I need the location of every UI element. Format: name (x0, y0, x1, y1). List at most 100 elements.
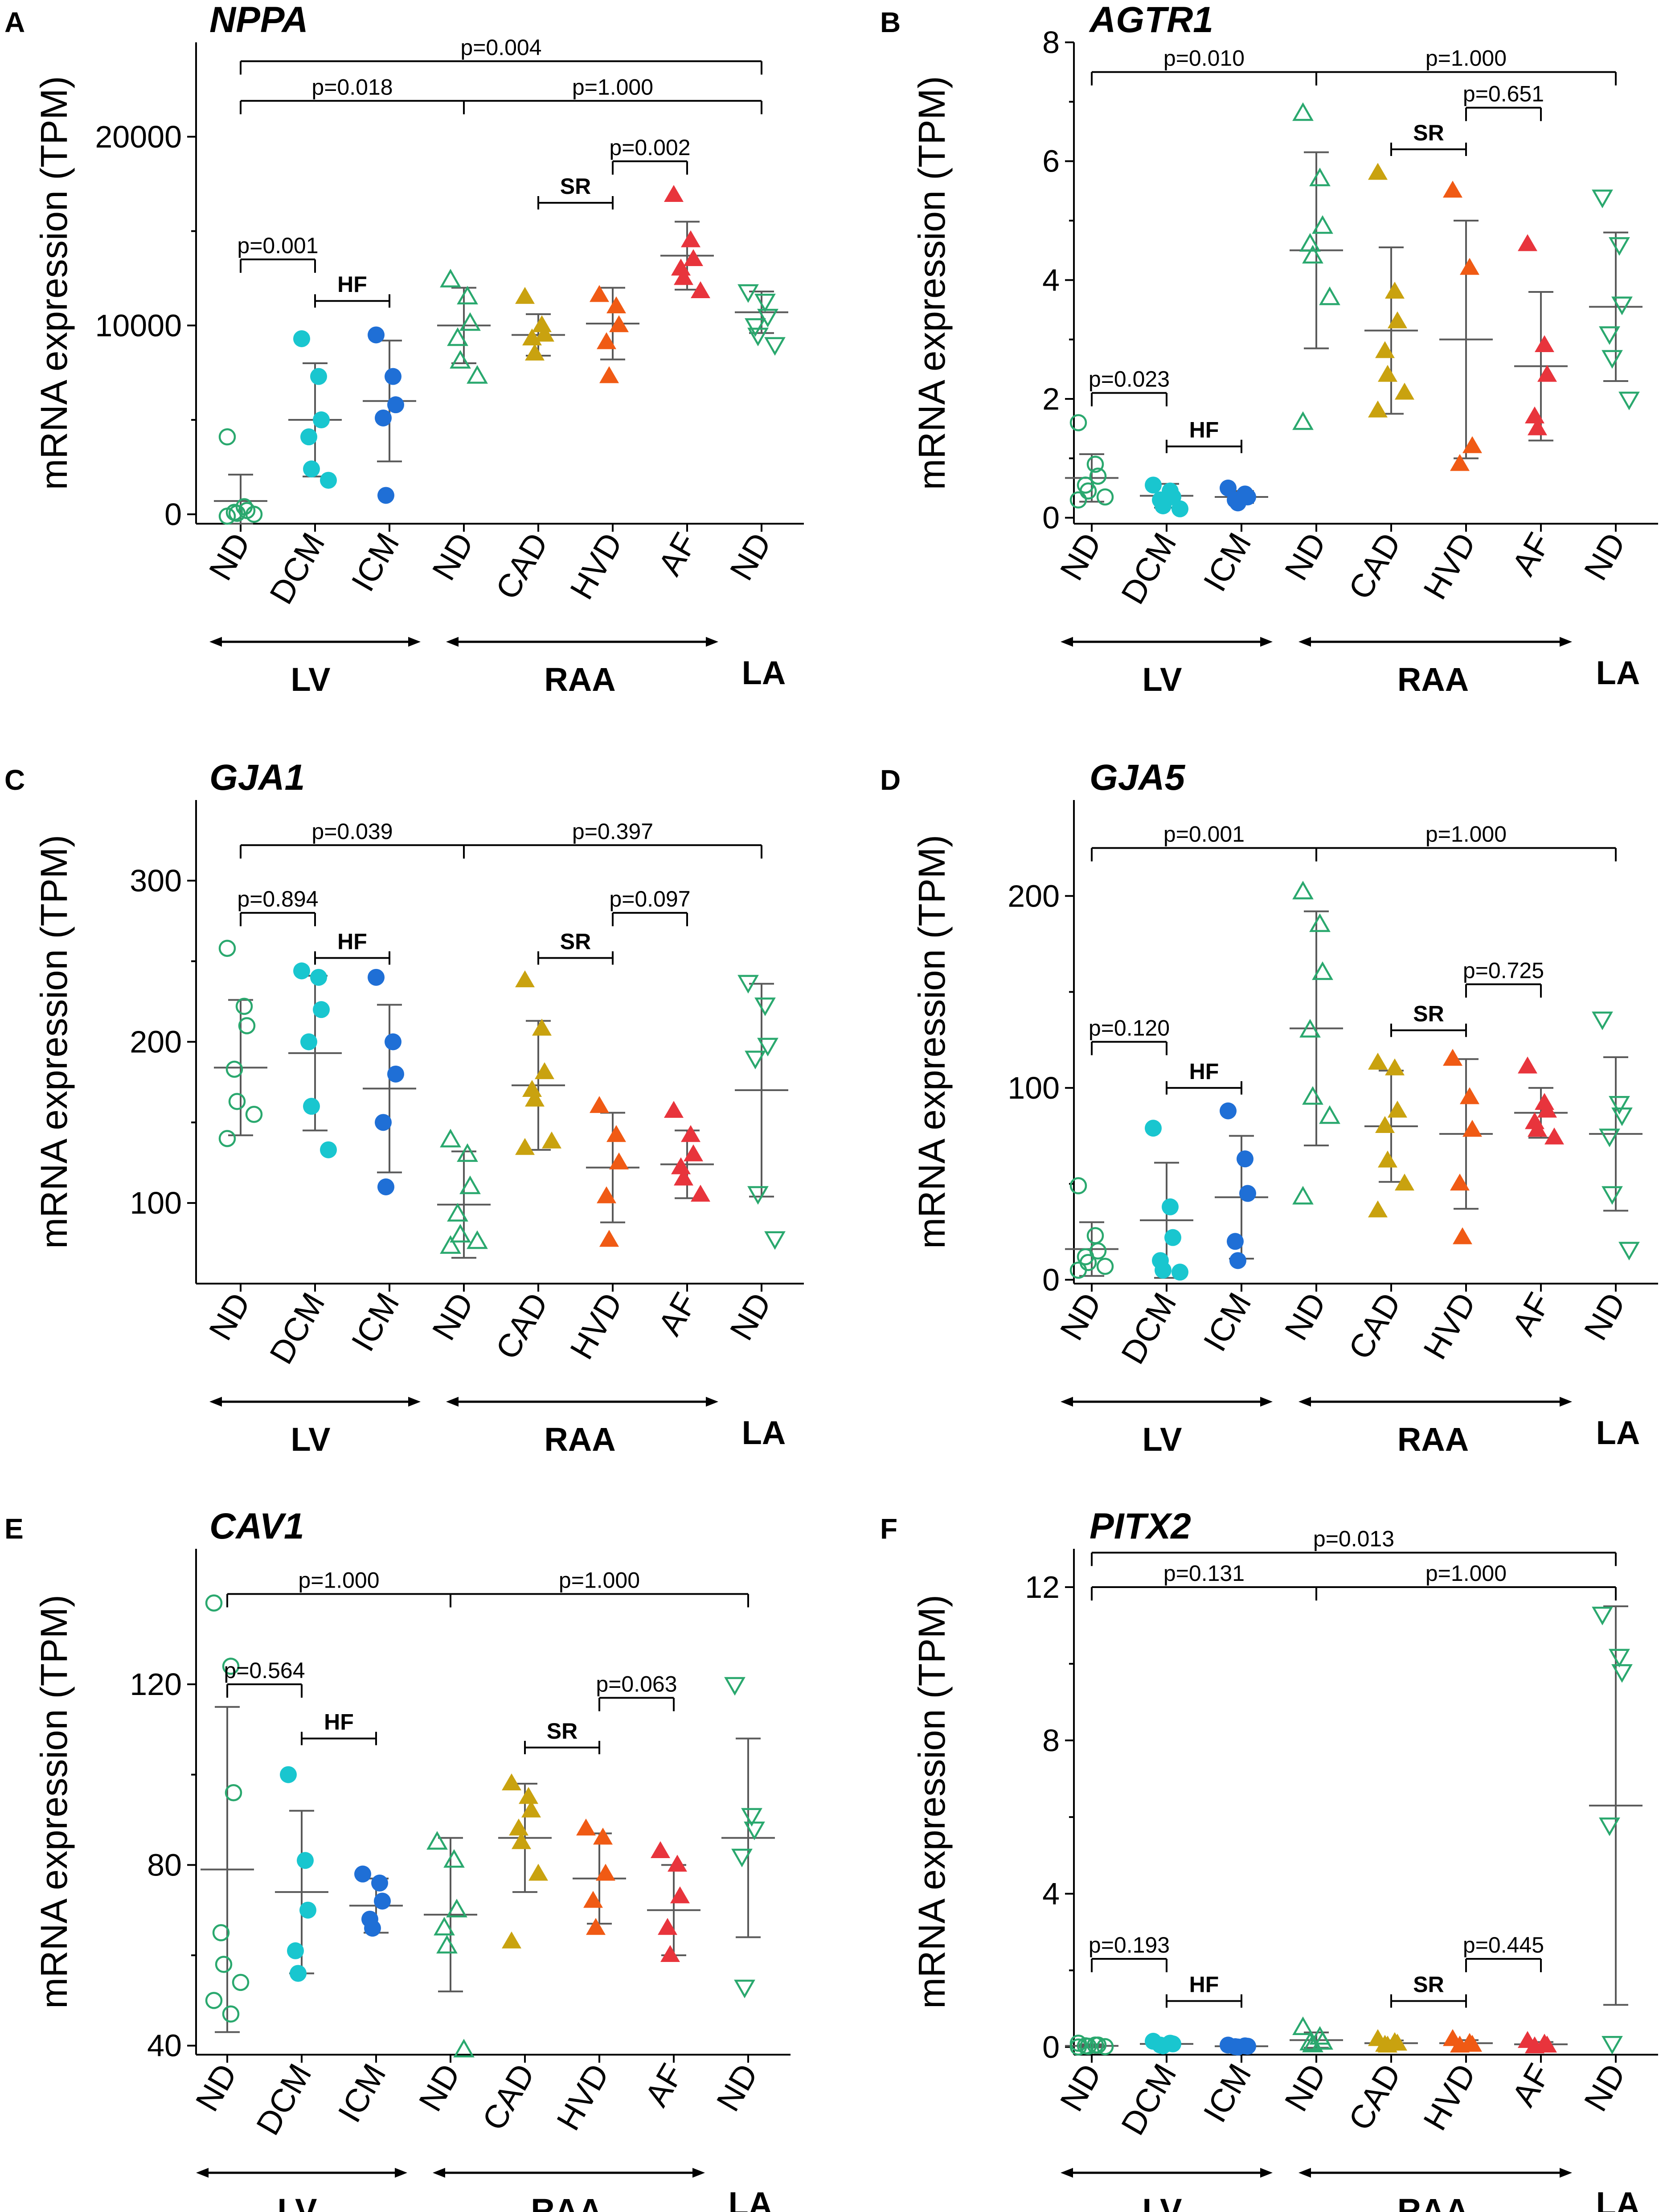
data-point (535, 324, 554, 342)
panel-letter: B (880, 6, 901, 38)
data-point (1460, 1087, 1479, 1104)
data-point (1229, 494, 1246, 512)
significance-bracket: SR (524, 1719, 600, 1754)
data-point (467, 1230, 488, 1249)
data-point (300, 1033, 317, 1051)
data-point (1171, 1264, 1188, 1281)
data-point (1155, 497, 1171, 514)
data-point (1378, 2036, 1397, 2053)
data-point (1450, 454, 1470, 471)
region-label-lv: LV (1142, 2192, 1182, 2212)
x-tick-label: CAD (1341, 527, 1408, 606)
data-point (371, 1874, 388, 1892)
data-point (1462, 1120, 1482, 1137)
data-point (734, 1979, 755, 1999)
data-point (1385, 1058, 1405, 1075)
data-point (1239, 1185, 1256, 1202)
p-value-label: p=0.564 (224, 1658, 305, 1683)
lv-arrow (209, 1397, 421, 1407)
y-tick-label: 100 (130, 1186, 182, 1220)
panel-letter: A (4, 6, 25, 38)
significance-bracket: p=0.013 (1091, 1527, 1617, 1566)
data-point (515, 287, 535, 304)
p-value-label: p=0.445 (1463, 1933, 1544, 1958)
data-point (222, 2005, 240, 2023)
data-point (671, 1157, 691, 1174)
data-point (1602, 350, 1623, 369)
x-tick-label: CAD (475, 2058, 542, 2137)
data-point (745, 1051, 766, 1070)
data-point (235, 997, 253, 1015)
significance-bracket: HF (1166, 418, 1242, 453)
data-point (1450, 1174, 1470, 1191)
data-point (522, 328, 542, 345)
data-point (375, 409, 392, 427)
data-point (447, 327, 468, 346)
data-point (436, 1935, 458, 1954)
significance-bracket: p=1.000 (226, 1568, 451, 1608)
data-point (1528, 1120, 1547, 1137)
significance-bracket: p=0.023 (1089, 367, 1170, 406)
significance-bracket: HF (314, 272, 390, 308)
data-point (310, 368, 327, 385)
y-tick-label: 120 (130, 1667, 182, 1702)
series-dcm (288, 330, 342, 489)
region-label-lv: LV (1142, 1421, 1182, 1458)
data-point (757, 1038, 778, 1057)
data-point (583, 1891, 603, 1908)
region-label-la: LA (1596, 2185, 1640, 2212)
data-point (651, 1841, 670, 1858)
y-tick-label: 2 (1042, 382, 1060, 416)
series-dcm (275, 1766, 328, 1982)
data-point (674, 268, 693, 285)
gene-title: PITX2 (1090, 1506, 1191, 1547)
x-tick-label: ICM (1196, 1287, 1258, 1358)
x-tick-label: AF (651, 1287, 704, 1342)
data-point (597, 332, 616, 349)
data-point (313, 1001, 330, 1018)
p-value-label: p=1.000 (1425, 46, 1507, 71)
panel-letter: D (880, 764, 901, 796)
x-tick-label: HVD (563, 1287, 630, 1366)
data-point (1089, 468, 1107, 485)
data-point (1237, 1150, 1253, 1168)
y-tick-label: 4 (1042, 263, 1060, 297)
series-icm (1215, 1102, 1268, 1269)
x-tick-label: ICM (331, 2058, 393, 2129)
data-point (1443, 181, 1462, 198)
significance-bracket: p=0.097 (609, 886, 691, 927)
region-label-raa: RAA (531, 2192, 602, 2212)
data-point (1096, 2038, 1114, 2056)
x-tick-label: ND (723, 527, 778, 587)
series-nd_lv (214, 940, 267, 1147)
data-point (1292, 102, 1314, 121)
significance-bracket: SR (537, 929, 614, 965)
data-point (1368, 1052, 1388, 1070)
p-value-label: p=0.193 (1089, 1933, 1170, 1958)
gene-title: CAV1 (209, 1506, 304, 1547)
data-point (1368, 1200, 1388, 1218)
data-point (245, 1106, 263, 1123)
data-point (658, 1918, 677, 1935)
region-label-la: LA (742, 1414, 786, 1451)
data-point (754, 997, 776, 1016)
data-point (599, 1230, 619, 1247)
data-point (509, 1818, 528, 1836)
y-tick-label: 100 (1008, 1071, 1060, 1105)
p-value-label: p=0.023 (1089, 367, 1170, 392)
data-point (1388, 311, 1407, 328)
p-value-label: p=0.131 (1163, 1561, 1245, 1586)
data-point (215, 1956, 233, 1973)
data-point (515, 1138, 535, 1155)
region-label-raa: RAA (1397, 1421, 1469, 1458)
data-point (297, 1852, 314, 1869)
data-point (764, 1231, 786, 1250)
data-point (450, 350, 471, 369)
series-icm (1215, 2036, 1268, 2056)
data-point (293, 330, 310, 347)
data-point (440, 269, 461, 287)
data-point (1069, 1261, 1087, 1279)
y-tick-label: 0 (164, 497, 182, 532)
significance-bracket: p=0.193 (1089, 1933, 1170, 1973)
data-point (303, 1098, 320, 1115)
